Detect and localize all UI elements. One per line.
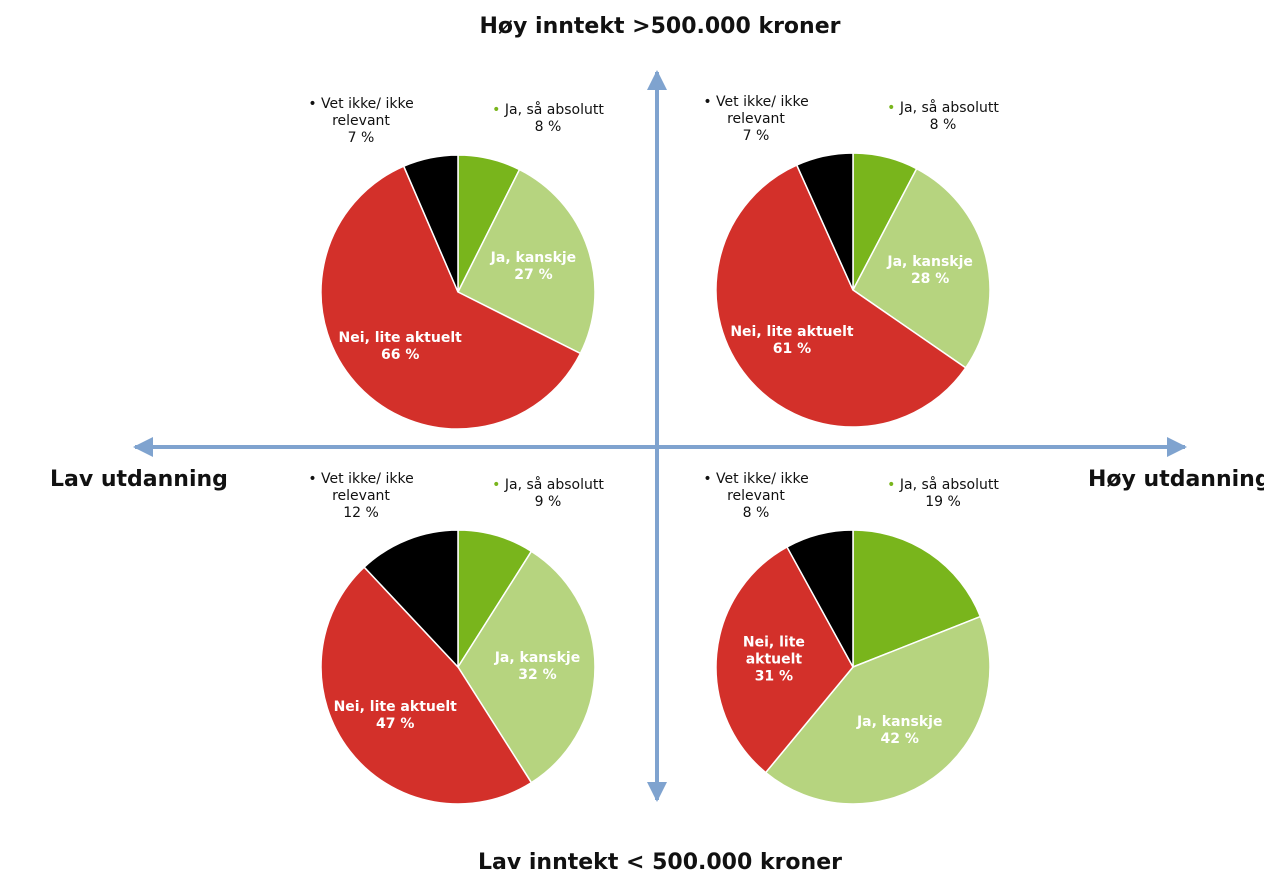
axis-label-right: Høy utdanning (1088, 467, 1264, 492)
value-label: 47 % (376, 715, 415, 732)
value-label: 7 % (347, 130, 375, 146)
category-label: Vet ikke/ ikke relevant (308, 471, 413, 504)
axis-label-bottom: Lav inntekt < 500.000 kroner (478, 850, 842, 875)
category-label: Vet ikke/ ikke relevant (308, 96, 413, 129)
pie-slice (320, 165, 582, 430)
pie-slice (320, 566, 533, 805)
category-label: Ja, så absolutt (492, 477, 604, 493)
category-label: Ja, kanskje (887, 253, 973, 270)
pie-slice (795, 152, 854, 291)
category-label: Vet ikke/ ikke relevant (703, 94, 808, 127)
category-label: Nei, lite aktuelt (338, 329, 462, 346)
pie-slice (715, 164, 967, 428)
value-label: 12 % (343, 505, 379, 521)
value-label: 42 % (880, 731, 919, 748)
slice-label: Nei, lite aktuelt 47 % (334, 699, 457, 733)
slice-label: Nei, lite aktuelt 66 % (339, 330, 462, 364)
pie-slice (457, 550, 596, 784)
category-label: Ja, kanskje (490, 250, 577, 266)
pie-slice (715, 545, 854, 774)
category-label: Nei, lite aktuelt (730, 323, 854, 340)
value-label: 28 % (910, 270, 950, 287)
pie-slice (402, 154, 459, 293)
pie-slice (363, 529, 459, 669)
value-label: 8 % (742, 505, 770, 521)
category-label: Ja, så absolutt (492, 102, 604, 118)
slice-label: Ja, kanskje 27 % (483, 250, 583, 284)
category-label: Vet ikke/ ikke relevant (703, 471, 808, 504)
pie-slice (785, 529, 854, 668)
category-label: Nei, lite aktuelt (742, 634, 805, 668)
value-label: 8 % (534, 119, 562, 135)
axis-label-top: Høy inntekt >500.000 kroner (479, 14, 841, 39)
slice-label: Nei, lite aktuelt 61 % (730, 324, 853, 358)
category-label: Ja, kanskje (494, 650, 581, 666)
axis-label-left: Lav utdanning (50, 467, 228, 492)
value-label: 19 % (925, 494, 961, 510)
value-label: 66 % (380, 346, 420, 363)
category-label: Ja, kanskje (856, 714, 943, 731)
value-label: 27 % (514, 267, 553, 283)
pie-slice (852, 529, 982, 669)
value-label: 32 % (518, 667, 557, 683)
pie-slice (852, 167, 991, 369)
value-label: 9 % (534, 494, 562, 510)
pie-slice (456, 168, 596, 355)
category-label: Ja, så absolutt (887, 477, 999, 493)
value-label: 31 % (754, 668, 794, 685)
category-label: Nei, lite aktuelt (333, 698, 457, 715)
slice-label: Ja, kanskje 28 % (880, 254, 980, 288)
value-label: 8 % (929, 117, 957, 133)
slice-label: Ja, kanskje 42 % (857, 714, 943, 748)
value-label: 7 % (742, 128, 770, 144)
pies (320, 152, 991, 805)
slice-label: Ja, kanskje 32 % (487, 650, 587, 684)
value-label: 61 % (772, 340, 812, 357)
slice-label: Nei, lite aktuelt 31 % (724, 634, 824, 685)
category-label: Ja, så absolutt (887, 100, 999, 116)
pie-slice (764, 615, 991, 805)
